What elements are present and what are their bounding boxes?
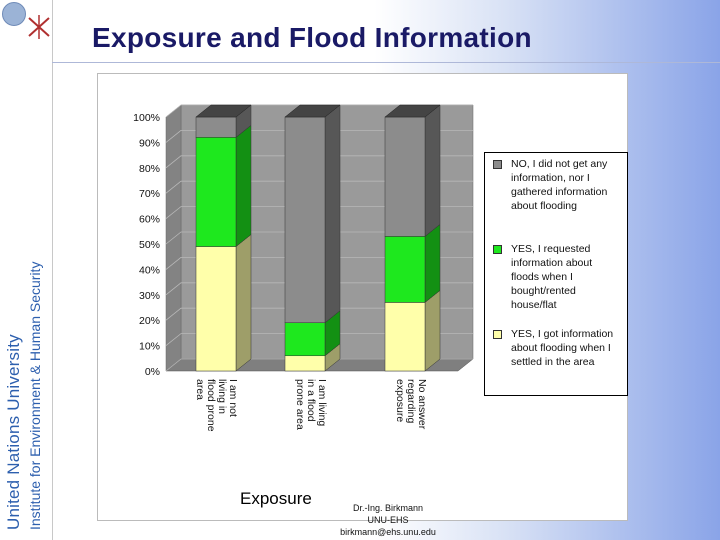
bar-segment-got-info: [384, 302, 426, 372]
bar-segment-requested-side: [235, 124, 252, 248]
y-tick-label: 0%: [145, 366, 160, 378]
y-tick-label: 20%: [139, 315, 160, 327]
chart-panel: 0% 10% 20% 30% 40% 50% 60% 70% 80% 90% 100% I am no…: [97, 73, 628, 521]
gridline: [165, 130, 473, 143]
author-email: birkmann@ehs.unu.edu: [340, 527, 436, 537]
chart-legend: NO, I did not get any information, nor I…: [484, 152, 628, 396]
bar-segment-no-info: [195, 116, 237, 138]
gridline: [165, 231, 473, 245]
y-tick-label: 60%: [139, 214, 160, 226]
x-tick-label: I am notliving inflood pronearea: [194, 379, 239, 432]
stacked-bar-chart: 0% 10% 20% 30% 40% 50% 60% 70% 80% 90% 100% I am no…: [133, 104, 474, 432]
gridline: [165, 282, 473, 296]
x-tick-label: No answerregardingexposure: [394, 379, 428, 430]
x-axis-title: Exposure: [240, 489, 312, 508]
institute-name: Institute for Environment & Human Securi…: [27, 261, 43, 530]
slide-title: Exposure and Flood Information: [92, 22, 532, 53]
legend-label-requested: YES, I requested information about flood…: [511, 243, 593, 311]
title-divider: [52, 62, 720, 63]
legend-swatch-requested: [493, 245, 502, 254]
gridline: [165, 333, 473, 346]
bar-segment-requested: [195, 137, 237, 247]
bar-top-face: [195, 104, 252, 118]
legend-label-got-info: YES, I got information about flooding wh…: [511, 328, 614, 368]
legend-label-no-info: NO, I did not get any information, nor I…: [511, 158, 608, 212]
bar-segment-got-info-side: [424, 289, 441, 372]
y-tick-label: 40%: [139, 264, 160, 276]
bar-segment-got-info: [195, 246, 237, 372]
gridline: [165, 256, 473, 270]
y-tick-label: 10%: [139, 341, 160, 353]
author-block: Dr.-Ing. Birkmann UNU-EHS birkmann@ehs.u…: [328, 502, 448, 538]
bar-segment-got-info-side: [235, 234, 252, 372]
un-logo-icon: [2, 2, 26, 26]
bar-segment-no-info-side: [424, 104, 441, 237]
gridline: [165, 307, 473, 321]
author-org: UNU-EHS: [367, 515, 409, 525]
ehs-logo-icon: [28, 15, 50, 39]
university-name: United Nations University: [4, 334, 23, 530]
y-tick-label: 90%: [139, 137, 160, 149]
y-tick-label: 80%: [139, 163, 160, 175]
gridline: [165, 206, 473, 219]
gridline: [165, 104, 473, 118]
bar-segment-no-info-side: [324, 104, 341, 324]
gridline: [165, 180, 473, 194]
gridline: [165, 155, 473, 169]
bar-segment-requested: [284, 322, 326, 357]
bar-top-face: [384, 104, 441, 118]
left-sidebar: United Nations University Institute for …: [0, 0, 53, 540]
x-tick-label: I am livingin a floodprone area: [294, 379, 328, 430]
y-tick-label: 70%: [139, 188, 160, 200]
bar-segment-got-info: [284, 355, 326, 372]
legend-swatch-no-info: [493, 160, 502, 169]
y-tick-label: 50%: [139, 239, 160, 251]
author-name: Dr.-Ing. Birkmann: [352, 503, 424, 513]
y-tick-label: 30%: [139, 290, 160, 302]
bar-top-face: [284, 104, 341, 118]
bar-segment-no-info: [284, 116, 326, 323]
y-tick-label: 100%: [133, 112, 160, 124]
legend-swatch-got-info: [493, 330, 502, 339]
bar-segment-requested-side: [424, 223, 441, 303]
bar-segment-requested: [384, 236, 426, 303]
bar-segment-no-info: [384, 116, 426, 237]
gridline: [165, 358, 473, 372]
